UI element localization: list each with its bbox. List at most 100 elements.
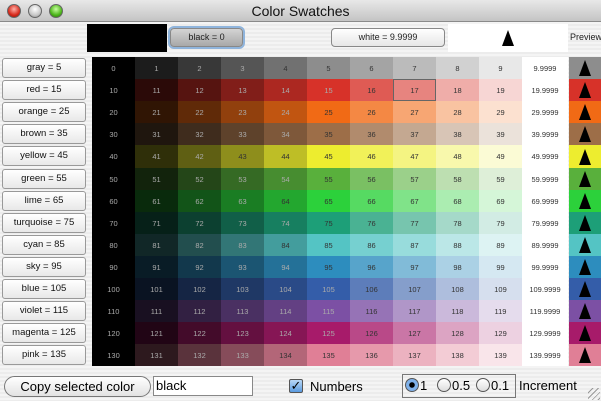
color-row-button[interactable]: brown = 35 [2, 124, 86, 144]
color-swatch-cell[interactable]: 3 [221, 57, 264, 79]
color-swatch-cell[interactable]: 47 [393, 145, 436, 168]
color-swatch-cell[interactable]: 63 [221, 190, 264, 212]
color-swatch-cell[interactable]: 50 [92, 168, 135, 190]
color-row-button[interactable]: cyan = 85 [2, 235, 86, 255]
color-swatch-cell[interactable]: 138 [436, 344, 479, 366]
color-swatch-cell[interactable]: 90 [92, 256, 135, 278]
color-swatch-cell[interactable]: 117 [393, 300, 436, 322]
color-swatch-cell[interactable]: 57 [393, 168, 436, 190]
color-swatch-cell[interactable]: 119.9999 [522, 300, 568, 322]
color-swatch-cell[interactable]: 100 [92, 278, 135, 300]
color-swatch-cell[interactable]: 33 [221, 123, 264, 145]
black-swatch[interactable] [87, 24, 167, 52]
color-swatch-cell[interactable]: 49 [479, 145, 522, 168]
color-swatch-cell[interactable]: 23 [221, 101, 264, 123]
color-swatch-cell[interactable]: 123 [221, 322, 264, 344]
color-swatch-cell[interactable]: 135 [307, 344, 350, 366]
color-swatch-cell[interactable]: 137 [393, 344, 436, 366]
color-row-button[interactable]: blue = 105 [2, 279, 86, 299]
color-swatch-cell[interactable]: 36 [350, 123, 393, 145]
color-swatch-cell[interactable]: 76 [350, 212, 393, 234]
color-swatch-cell[interactable]: 98 [436, 256, 479, 278]
color-swatch-cell[interactable]: 38 [436, 123, 479, 145]
color-swatch-cell[interactable]: 25 [307, 101, 350, 123]
color-swatch-cell[interactable]: 17 [393, 79, 436, 101]
color-swatch-cell[interactable]: 40 [92, 145, 135, 168]
color-swatch-cell[interactable]: 89 [479, 234, 522, 256]
color-swatch-cell[interactable]: 44 [264, 145, 307, 168]
color-swatch-cell[interactable]: 84 [264, 234, 307, 256]
color-swatch-cell[interactable]: 43 [221, 145, 264, 168]
color-swatch-cell[interactable]: 18 [436, 79, 479, 101]
color-swatch-cell[interactable]: 80 [92, 234, 135, 256]
color-swatch-cell[interactable]: 6 [350, 57, 393, 79]
color-swatch-cell[interactable]: 55 [307, 168, 350, 190]
color-swatch-cell[interactable]: 19.9999 [522, 79, 568, 101]
color-swatch-cell[interactable]: 24 [264, 101, 307, 123]
color-row-button[interactable]: orange = 25 [2, 102, 86, 122]
color-swatch-cell[interactable]: 31 [135, 123, 178, 145]
color-swatch-cell[interactable]: 124 [264, 322, 307, 344]
color-swatch-cell[interactable]: 48 [436, 145, 479, 168]
color-swatch-cell[interactable]: 129 [479, 322, 522, 344]
color-swatch-cell[interactable]: 64 [264, 190, 307, 212]
color-row-button[interactable]: magenta = 125 [2, 323, 86, 343]
color-swatch-cell[interactable]: 27 [393, 101, 436, 123]
color-swatch-cell[interactable]: 62 [178, 190, 221, 212]
color-swatch-cell[interactable]: 93 [221, 256, 264, 278]
color-swatch-cell[interactable]: 35 [307, 123, 350, 145]
color-swatch-cell[interactable]: 132 [178, 344, 221, 366]
color-row-button[interactable]: gray = 5 [2, 58, 86, 78]
color-swatch-cell[interactable]: 4 [264, 57, 307, 79]
color-swatch-cell[interactable]: 32 [178, 123, 221, 145]
resize-grip-icon[interactable] [588, 388, 600, 400]
color-swatch-cell[interactable]: 46 [350, 145, 393, 168]
color-swatch-cell[interactable]: 113 [221, 300, 264, 322]
color-swatch-cell[interactable]: 112 [178, 300, 221, 322]
color-swatch-cell[interactable]: 130 [92, 344, 135, 366]
color-swatch-cell[interactable]: 29.9999 [522, 101, 568, 123]
color-swatch-cell[interactable]: 49.9999 [522, 145, 568, 168]
color-swatch-cell[interactable]: 92 [178, 256, 221, 278]
color-swatch-cell[interactable]: 79.9999 [522, 212, 568, 234]
color-swatch-cell[interactable]: 7 [393, 57, 436, 79]
copy-selected-color-button[interactable]: Copy selected color [4, 376, 151, 397]
color-swatch-cell[interactable]: 68 [436, 190, 479, 212]
color-swatch-cell[interactable]: 69.9999 [522, 190, 568, 212]
color-row-button[interactable]: green = 55 [2, 169, 86, 189]
color-swatch-cell[interactable]: 74 [264, 212, 307, 234]
color-swatch-cell[interactable]: 127 [393, 322, 436, 344]
color-swatch-cell[interactable]: 88 [436, 234, 479, 256]
color-swatch-cell[interactable]: 53 [221, 168, 264, 190]
color-swatch-cell[interactable]: 56 [350, 168, 393, 190]
color-swatch-cell[interactable]: 94 [264, 256, 307, 278]
color-swatch-cell[interactable]: 9.9999 [522, 57, 568, 79]
color-swatch-cell[interactable]: 118 [436, 300, 479, 322]
color-swatch-cell[interactable]: 8 [436, 57, 479, 79]
color-swatch-cell[interactable]: 134 [264, 344, 307, 366]
color-swatch-cell[interactable]: 108 [436, 278, 479, 300]
color-swatch-cell[interactable]: 91 [135, 256, 178, 278]
color-swatch-cell[interactable]: 70 [92, 212, 135, 234]
zoom-button[interactable] [49, 4, 63, 18]
color-swatch-cell[interactable]: 129.9999 [522, 322, 568, 344]
color-swatch-cell[interactable]: 14 [264, 79, 307, 101]
color-swatch-cell[interactable]: 29 [479, 101, 522, 123]
color-row-button[interactable]: lime = 65 [2, 191, 86, 211]
color-swatch-cell[interactable]: 78 [436, 212, 479, 234]
color-swatch-cell[interactable]: 59 [479, 168, 522, 190]
color-swatch-cell[interactable]: 95 [307, 256, 350, 278]
color-swatch-cell[interactable]: 131 [135, 344, 178, 366]
close-button[interactable] [7, 4, 21, 18]
color-swatch-cell[interactable]: 119 [479, 300, 522, 322]
color-swatch-cell[interactable]: 104 [264, 278, 307, 300]
color-swatch-cell[interactable]: 10 [92, 79, 135, 101]
color-swatch-cell[interactable]: 41 [135, 145, 178, 168]
color-swatch-cell[interactable]: 116 [350, 300, 393, 322]
color-swatch-cell[interactable]: 9 [479, 57, 522, 79]
color-swatch-cell[interactable]: 66 [350, 190, 393, 212]
color-swatch-cell[interactable]: 139.9999 [522, 344, 568, 366]
color-swatch-cell[interactable]: 59.9999 [522, 168, 568, 190]
color-swatch-cell[interactable]: 67 [393, 190, 436, 212]
color-swatch-cell[interactable]: 73 [221, 212, 264, 234]
